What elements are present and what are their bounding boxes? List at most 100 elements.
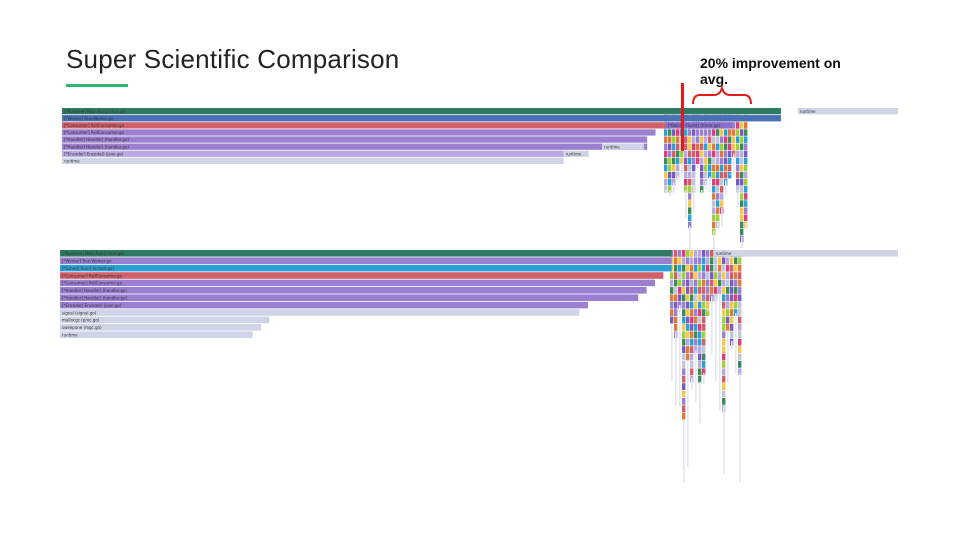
noise-frame [700, 150, 704, 158]
noise-frame [698, 346, 702, 353]
noise-frame [706, 272, 710, 279]
noise-frame [678, 279, 682, 287]
noise-frame [674, 309, 678, 316]
noise-frame [704, 164, 708, 172]
noise-frame [682, 301, 686, 309]
flame-frame[interactable] [62, 150, 564, 157]
noise-frame [712, 193, 716, 200]
flame-frame[interactable] [60, 331, 253, 338]
noise-frame [734, 264, 738, 272]
noise-frame [684, 136, 688, 143]
flame-frame[interactable] [60, 257, 672, 264]
noise-frame [682, 361, 686, 368]
noise-frame [692, 157, 696, 165]
flame-frame[interactable] [62, 115, 781, 122]
flame-frame[interactable] [60, 316, 270, 324]
noise-frame [688, 129, 692, 136]
flame-frame[interactable] [62, 136, 648, 143]
noise-frame [694, 346, 698, 353]
flame-frame[interactable] [62, 108, 781, 115]
flame-frame[interactable] [60, 287, 647, 294]
noise-frame [734, 287, 738, 294]
flame-frame[interactable] [602, 143, 644, 150]
noise-frame [670, 316, 674, 324]
flame-frame-label: [*Batch] Flush() (timer.go) [668, 123, 721, 128]
noise-frame [690, 287, 694, 294]
noise-frame [694, 316, 698, 324]
noise-frame [712, 207, 716, 214]
noise-frame [690, 257, 694, 265]
noise-frame [686, 316, 690, 324]
flame-frame[interactable] [60, 250, 672, 257]
flame-frame[interactable] [62, 129, 656, 136]
noise-frame [686, 331, 690, 339]
noise-frame [740, 143, 744, 150]
noise-frame [692, 136, 696, 143]
noise-trail [695, 350, 697, 402]
flame-frame[interactable] [60, 309, 580, 316]
noise-frame [720, 186, 724, 193]
flame-frame[interactable] [713, 250, 898, 257]
flame-frame[interactable] [60, 301, 588, 309]
noise-frame [724, 129, 728, 136]
noise-frame [722, 272, 726, 279]
noise-frame [712, 200, 716, 207]
noise-frame [714, 272, 718, 279]
noise-frame [736, 186, 740, 193]
noise-frame [726, 309, 730, 316]
noise-frame [682, 316, 686, 324]
flame-frame[interactable] [60, 324, 262, 331]
noise-frame [670, 279, 674, 287]
noise-frame [686, 301, 690, 309]
noise-frame [702, 353, 706, 361]
flame-frame[interactable] [665, 122, 733, 129]
flame-frame[interactable] [62, 122, 664, 129]
flame-frame-label: runtime [716, 251, 732, 256]
noise-frame [702, 346, 706, 353]
noise-frame [684, 171, 688, 179]
noise-frame [744, 193, 748, 200]
flame-frame[interactable] [60, 279, 655, 287]
noise-frame [670, 301, 674, 309]
noise-frame [726, 301, 730, 309]
noise-frame [720, 193, 724, 200]
noise-frame [706, 287, 710, 294]
flame-frame[interactable] [797, 108, 898, 115]
noise-frame [716, 193, 720, 200]
flame-frame[interactable] [563, 150, 589, 157]
noise-frame [676, 157, 680, 165]
flame-frame[interactable] [60, 264, 672, 272]
noise-frame [698, 309, 702, 316]
noise-frame [708, 157, 712, 165]
noise-frame [686, 287, 690, 294]
flame-frame[interactable] [62, 143, 648, 150]
noise-frame [680, 157, 684, 165]
noise-frame [692, 164, 696, 172]
noise-trail [673, 182, 675, 194]
noise-frame [672, 179, 676, 186]
noise-frame [664, 129, 668, 136]
noise-frame [738, 338, 742, 346]
noise-frame [682, 331, 686, 339]
flame-frame[interactable] [62, 157, 564, 164]
flame-frame-label: signal (signal.go) [62, 310, 97, 315]
flame-frame-label: runtime [604, 144, 620, 149]
noise-frame [690, 301, 694, 309]
noise-frame [702, 279, 706, 287]
noise-frame [686, 272, 690, 279]
noise-frame [694, 287, 698, 294]
noise-frame [704, 129, 708, 136]
flame-frame[interactable] [60, 294, 639, 301]
noise-frame [684, 150, 688, 158]
noise-frame [676, 164, 680, 172]
noise-frame [678, 287, 682, 294]
noise-frame [740, 200, 744, 207]
noise-frame [738, 346, 742, 353]
flame-frame[interactable] [60, 272, 664, 279]
noise-frame [706, 309, 710, 316]
noise-frame [674, 301, 678, 309]
noise-trail [685, 190, 687, 218]
noise-frame [714, 257, 718, 265]
flame-frame-label: [*Runtime] Main.Run() (run.go) [62, 251, 125, 256]
noise-trail [723, 406, 725, 474]
